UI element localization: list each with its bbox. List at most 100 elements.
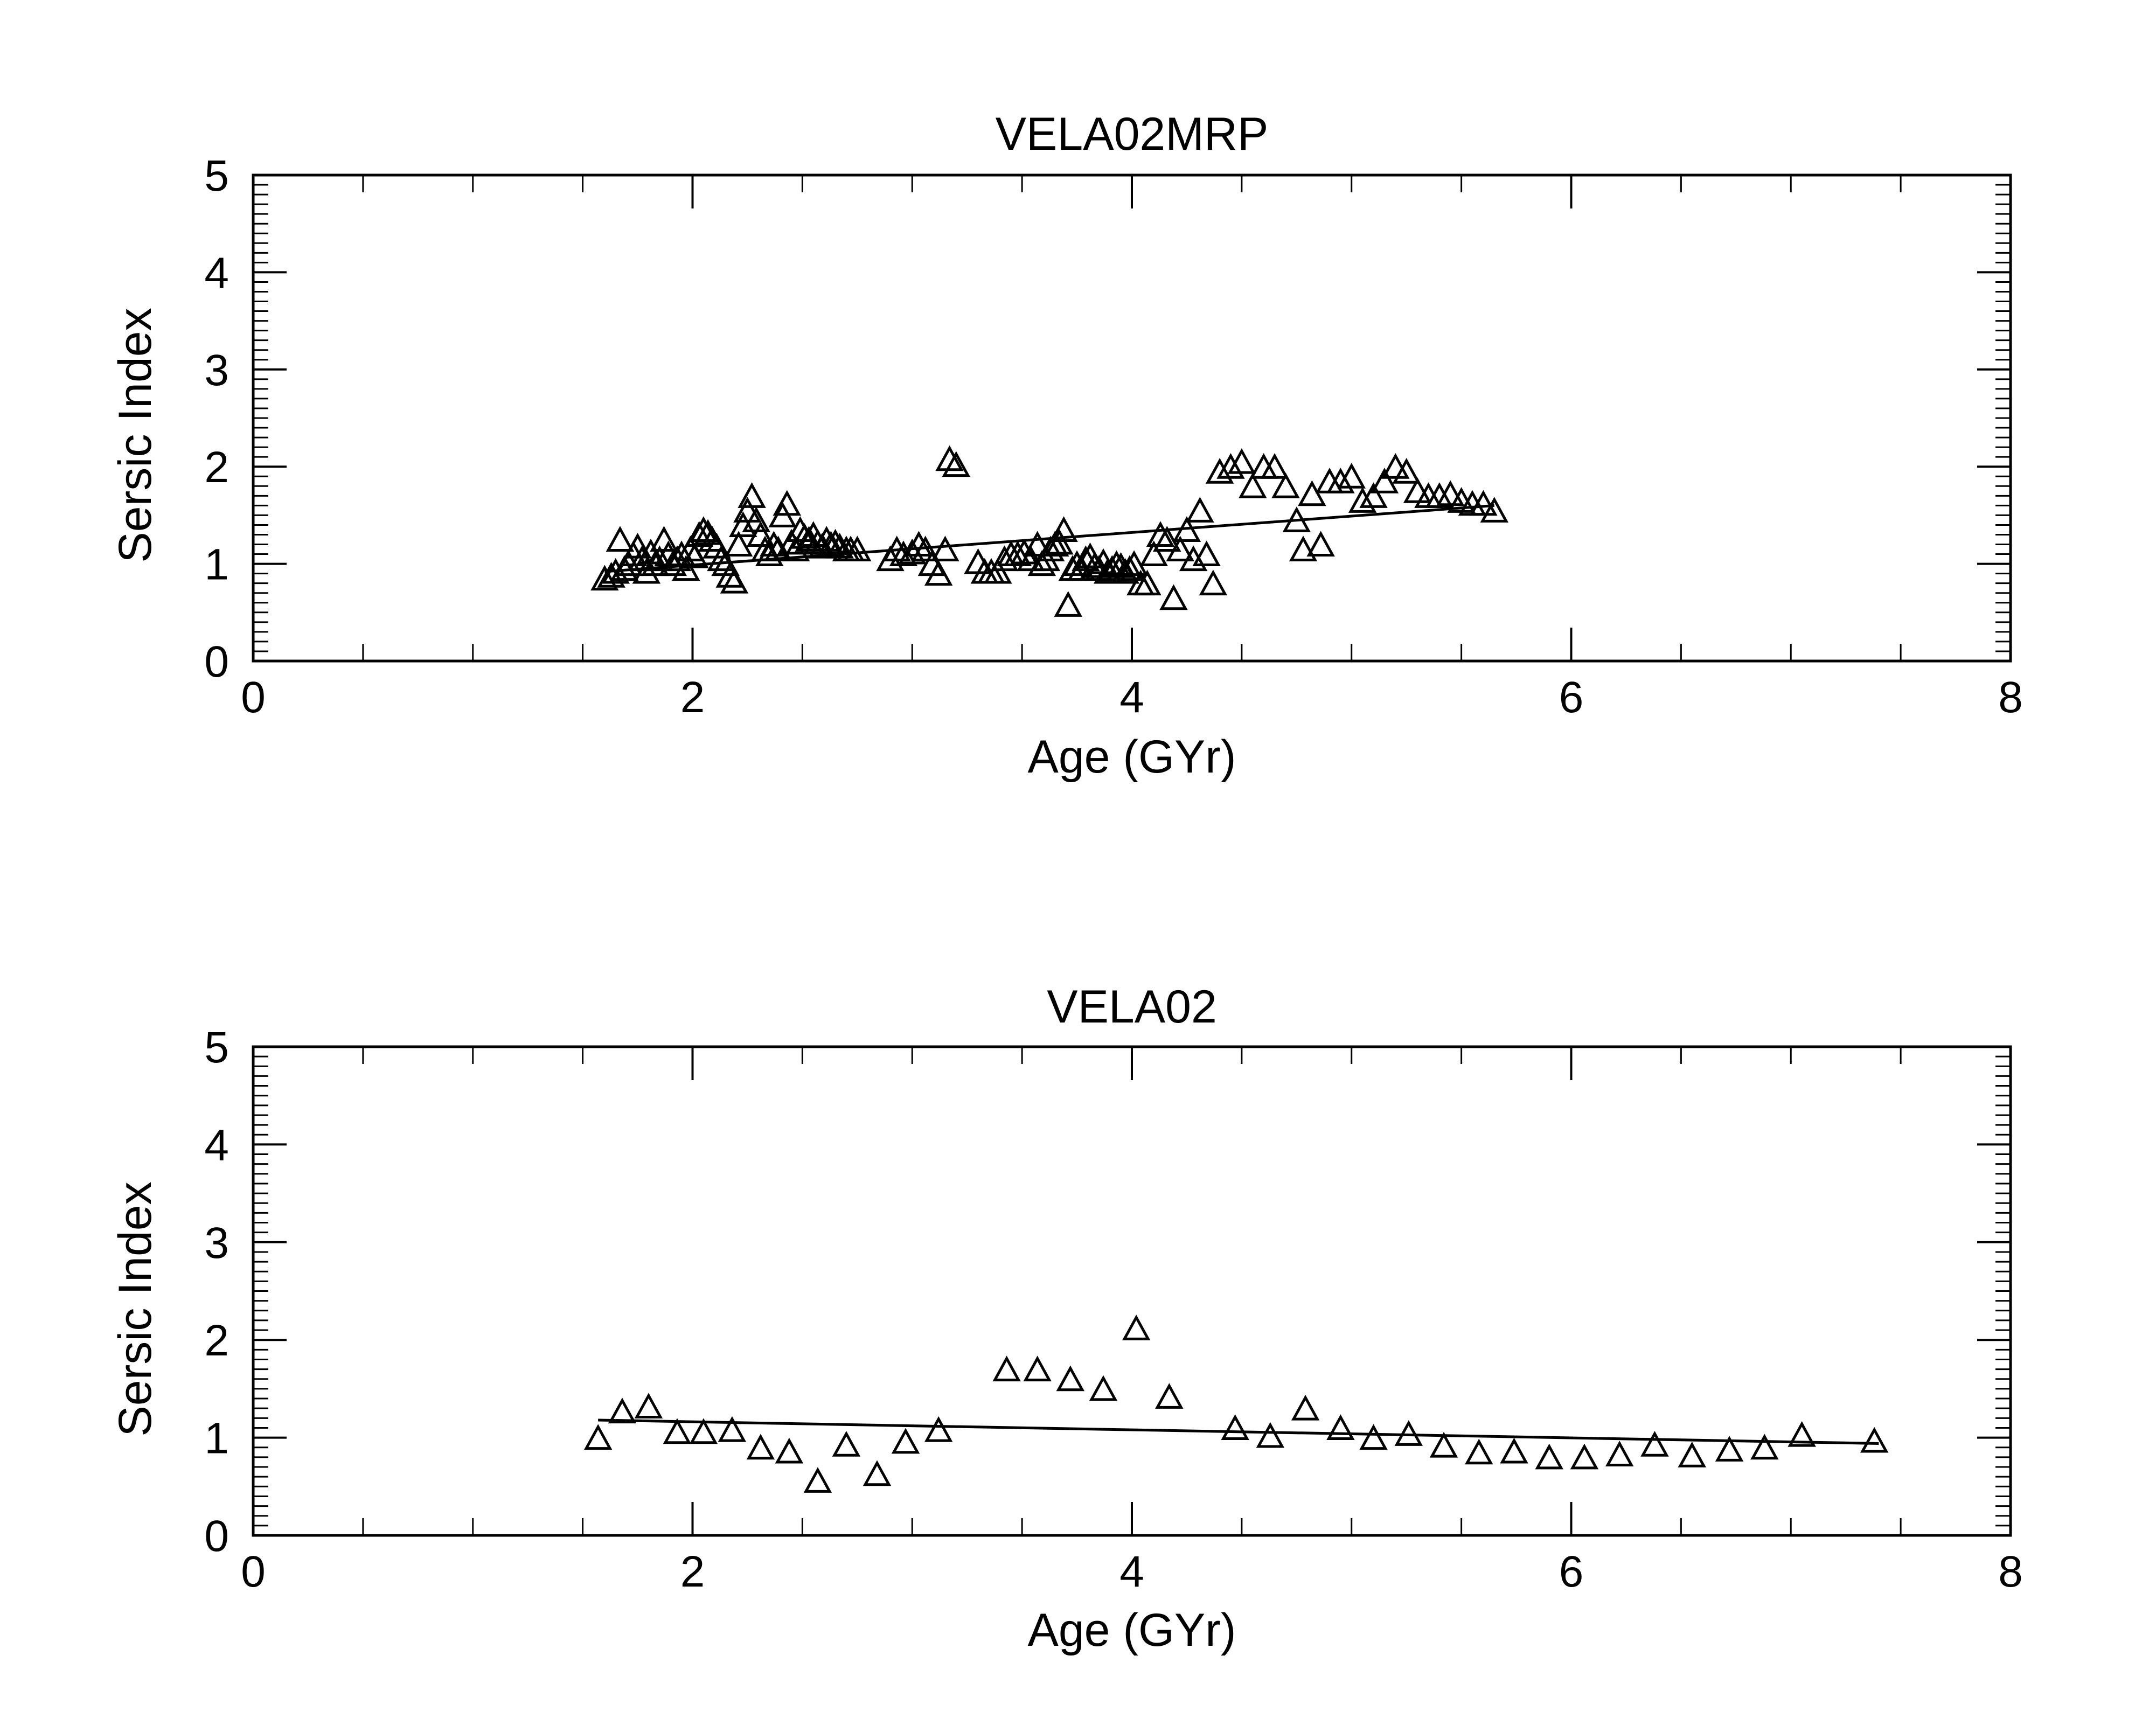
data-point: [984, 558, 1012, 584]
data-point: [1403, 477, 1432, 503]
data-point: [1089, 1375, 1118, 1401]
data-point: [689, 1418, 718, 1444]
data-point: [1425, 482, 1454, 508]
data-point: [634, 1393, 663, 1419]
data-point: [1715, 1436, 1744, 1462]
data-point: [608, 1397, 637, 1424]
data-point: [1500, 1437, 1528, 1464]
data-point: [1640, 1431, 1669, 1457]
x-tick-label: 6: [1559, 673, 1584, 722]
data-point: [905, 531, 933, 557]
data-point: [1788, 1421, 1816, 1447]
data-point: [1570, 1443, 1599, 1470]
x-tick-label: 0: [241, 673, 266, 722]
chart-panel-vela02: VELA02 Age (GYr) Sersic Index 0 2 4 6 8 0 1 2 3 4…: [109, 981, 2023, 1656]
data-point: [1394, 1420, 1423, 1446]
data-point: [746, 1434, 775, 1460]
data-point: [1036, 535, 1065, 562]
x-tick-label: 4: [1119, 1547, 1144, 1596]
data-point: [1199, 569, 1228, 596]
data-point: [707, 545, 735, 572]
y-tick-label: 0: [204, 1512, 229, 1561]
data-point: [720, 567, 749, 594]
data-point: [1027, 550, 1056, 576]
data-point: [1056, 1365, 1085, 1392]
data-point: [1326, 468, 1355, 493]
data-point: [935, 445, 964, 471]
data-point: [1115, 555, 1144, 581]
data-point: [1216, 453, 1245, 479]
data-point: [832, 1431, 861, 1457]
data-point: [911, 535, 940, 562]
data-point: [1192, 540, 1221, 567]
data-point: [650, 526, 678, 552]
data-point: [645, 545, 674, 572]
data-point: [1260, 453, 1289, 479]
data-point: [1860, 1427, 1889, 1453]
x-tick-label: 0: [241, 1547, 266, 1596]
data-point: [680, 542, 709, 568]
axis-ticks: 0 2 4 6 8 0 1 2 3 4 5: [204, 1023, 2022, 1596]
data-point: [1080, 552, 1109, 578]
data-point: [672, 555, 700, 581]
data-point: [1306, 531, 1335, 557]
data-point: [931, 535, 959, 562]
data-point: [601, 558, 630, 584]
x-tick-label: 4: [1119, 673, 1144, 722]
data-point: [1480, 497, 1509, 523]
y-tick-label: 3: [204, 1219, 229, 1268]
data-point: [821, 528, 850, 555]
y-tick-label: 4: [204, 1121, 229, 1170]
data-point: [663, 1418, 692, 1444]
data-point: [1469, 490, 1498, 516]
data-point: [760, 531, 788, 557]
data-point: [992, 1355, 1021, 1382]
chart-title: VELA02MRP: [996, 108, 1269, 160]
x-axis-label: Age (GYr): [1027, 1604, 1236, 1656]
data-point: [738, 482, 766, 508]
data-point: [1045, 528, 1074, 555]
y-tick-label: 0: [204, 637, 229, 686]
data-point: [775, 1437, 804, 1464]
data-points: [590, 445, 1509, 617]
data-point: [863, 1460, 892, 1486]
data-point: [1023, 531, 1052, 557]
data-point: [942, 451, 971, 477]
data-point: [1298, 480, 1326, 506]
data-point: [1436, 480, 1465, 506]
data-point: [590, 565, 619, 591]
data-point: [1221, 1414, 1249, 1440]
y-tick-label: 3: [204, 346, 229, 395]
plot-frame: [252, 1045, 2012, 1537]
y-tick-label: 1: [204, 540, 229, 589]
fit-line: [598, 1418, 1879, 1445]
data-point: [1291, 1394, 1320, 1421]
data-point: [1381, 453, 1410, 479]
x-tick-label: 6: [1559, 1547, 1584, 1596]
data-point: [1678, 1442, 1706, 1467]
data-point: [1256, 1422, 1285, 1448]
data-point: [1146, 521, 1175, 547]
data-point: [718, 1416, 747, 1442]
x-tick-label: 2: [680, 673, 705, 722]
y-tick-label: 2: [204, 1316, 229, 1365]
data-point: [1348, 487, 1377, 513]
y-tick-label: 4: [204, 248, 229, 297]
data-point: [924, 560, 953, 586]
data-point: [1003, 540, 1032, 567]
data-point: [1133, 569, 1162, 596]
data-point: [1172, 516, 1201, 542]
data-point: [632, 558, 661, 584]
plot-frame: [252, 173, 2012, 663]
data-point: [1535, 1443, 1563, 1470]
data-point: [1017, 545, 1045, 572]
data-point: [1289, 535, 1318, 562]
data-point: [1111, 558, 1139, 584]
data-point: [606, 526, 635, 552]
x-tick-label: 2: [680, 1547, 705, 1596]
x-tick-label: 8: [1998, 1547, 2023, 1596]
data-point: [1155, 1383, 1184, 1409]
data-point: [817, 531, 845, 557]
chart-panel-vela02mrp: VELA02MRP Age (GYr) Sersic Index 0 2 4 6 8 0 1…: [109, 108, 2023, 783]
